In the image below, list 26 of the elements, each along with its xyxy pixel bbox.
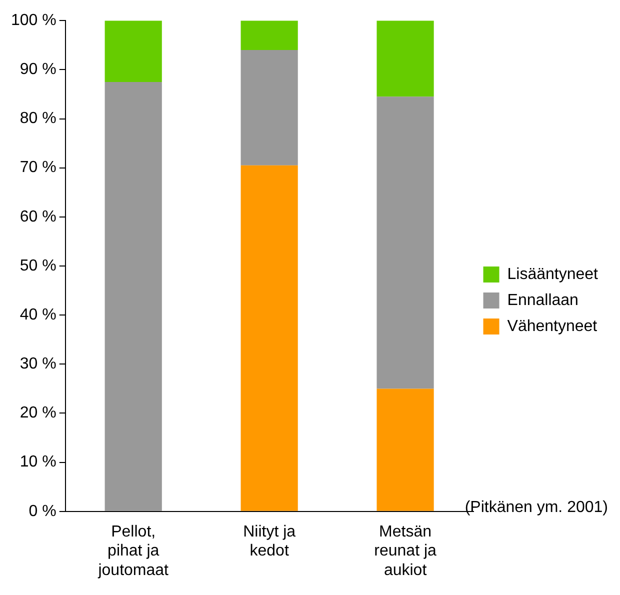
bar xyxy=(104,20,162,82)
legend-label: Vähentyneet xyxy=(507,318,598,335)
y-tick-label: 100 % xyxy=(10,12,56,30)
bar xyxy=(240,165,298,511)
x-tick-label: Metsän reunat ja aukiot xyxy=(374,523,437,579)
y-tick-label: 20 % xyxy=(20,404,56,422)
y-tick-label: 40 % xyxy=(20,306,56,324)
y-tick-label: 30 % xyxy=(20,356,56,373)
y-tick-label: 60 % xyxy=(20,208,56,226)
x-tick-label: Niityt ja kedot xyxy=(243,523,296,560)
y-tick-label: 70 % xyxy=(20,159,56,176)
bar xyxy=(376,388,434,511)
y-tick-label: 10 % xyxy=(20,454,56,471)
y-tick-label: 90 % xyxy=(20,61,56,78)
bar xyxy=(104,82,162,511)
legend-label: Ennallaan xyxy=(507,292,578,309)
y-tick-label: 50 % xyxy=(20,257,56,274)
legend-label: Lisääntyneet xyxy=(507,266,599,283)
x-tick-label: Pellot, pihat ja joutomaat xyxy=(97,523,170,579)
bar xyxy=(240,20,298,50)
bar xyxy=(376,20,434,97)
y-tick-label: 0 % xyxy=(28,502,56,520)
y-tick-label: 80 % xyxy=(20,110,56,128)
annotation: (Pitkänen ym. 2001) xyxy=(464,498,608,516)
bar xyxy=(240,50,298,166)
bar xyxy=(376,96,434,389)
